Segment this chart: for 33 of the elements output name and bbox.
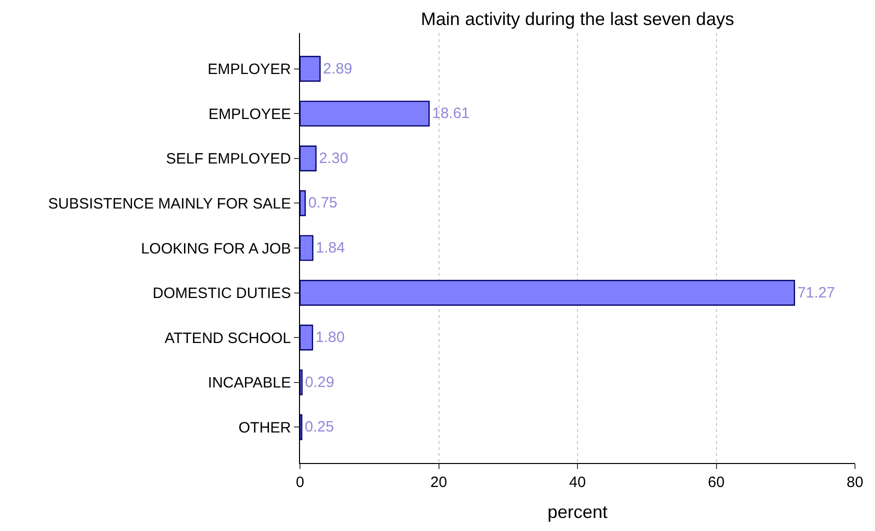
y-tick-label: EMPLOYER [208,61,292,78]
data-label: 2.30 [318,150,348,167]
data-label: 0.29 [305,374,334,391]
data-label: 1.80 [315,329,345,346]
data-label: 2.89 [323,60,352,78]
x-tick-label: 60 [708,474,725,491]
bar [300,190,306,216]
bar [300,56,321,82]
data-label: 0.75 [308,194,338,212]
bar [300,324,314,350]
x-tick-label: 0 [296,474,304,491]
x-axis-title: percent [547,502,608,522]
data-label: 71.27 [797,284,835,302]
data-label: 0.25 [304,418,334,436]
y-tick-label: SUBSISTENCE MAINLY FOR SALE [48,195,291,212]
x-tick-label: 20 [430,474,448,491]
data-label: 18.61 [432,105,470,122]
y-tick-label: EMPLOYEE [208,106,291,123]
y-tick-label: DOMESTIC DUTIES [152,285,291,302]
x-tick-label: 80 [846,474,864,491]
x-tick-label: 40 [569,474,586,491]
chart-title: Main activity during the last seven days [420,8,734,29]
bar [300,146,317,172]
y-tick-label: OTHER [238,419,292,436]
bar [300,100,430,127]
bar [300,235,314,261]
bar [300,280,796,306]
y-tick-label: SELF EMPLOYED [166,150,292,168]
y-tick-label: INCAPABLE [208,374,291,392]
y-tick-label: LOOKING FOR A JOB [140,240,291,258]
bar [300,369,303,396]
data-label: 1.84 [316,240,345,256]
y-tick-label: ATTEND SCHOOL [164,330,291,347]
